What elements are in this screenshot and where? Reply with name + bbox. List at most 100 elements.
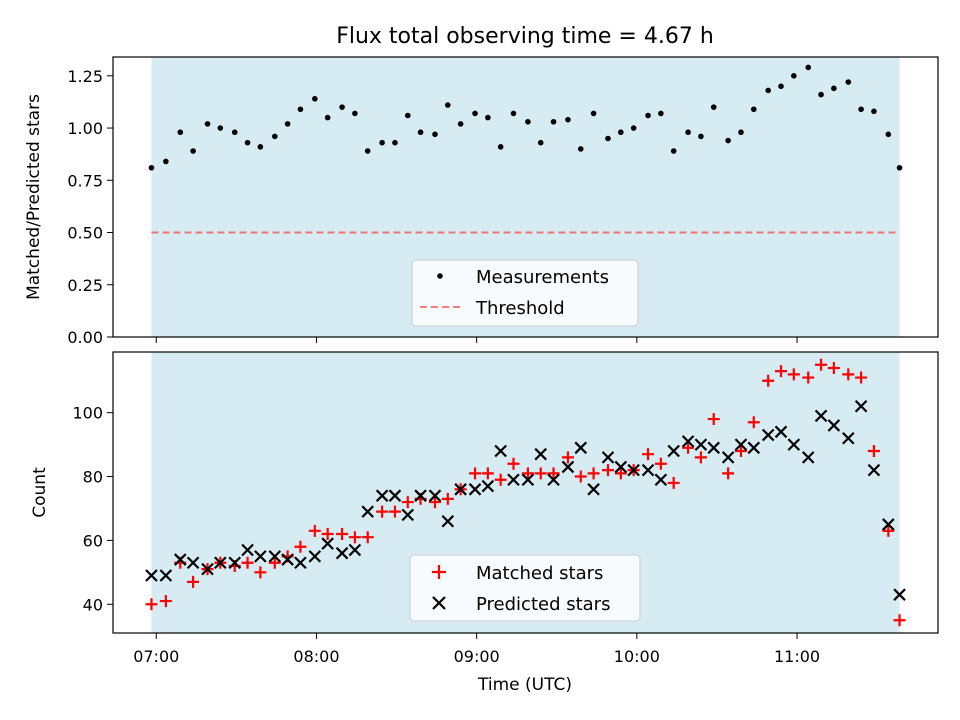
matched-star-point bbox=[694, 451, 707, 464]
predicted-star-point bbox=[308, 550, 322, 563]
count-legend: Matched stars Predicted stars bbox=[409, 554, 641, 622]
measurement-point bbox=[379, 139, 385, 146]
matched-star-point bbox=[481, 467, 494, 480]
matched-star-point bbox=[388, 505, 401, 518]
predicted-star-point bbox=[747, 441, 761, 455]
measurement-point bbox=[831, 85, 837, 92]
matched-star-point bbox=[787, 368, 800, 381]
measurement-point bbox=[445, 102, 451, 108]
y-tick-label: 0.75 bbox=[67, 171, 103, 190]
ratio-legend-box bbox=[411, 259, 639, 327]
matched-star-point bbox=[827, 361, 840, 374]
matched-star-point bbox=[241, 556, 254, 569]
measurement-point bbox=[244, 139, 251, 146]
legend-measurements-label: Measurements bbox=[476, 267, 609, 288]
matched-star-point bbox=[376, 505, 389, 518]
matched-star-point bbox=[294, 540, 307, 553]
matched-star-point bbox=[747, 416, 760, 429]
measurement-point bbox=[658, 110, 664, 117]
predicted-star-point bbox=[842, 431, 855, 445]
measurement-point bbox=[163, 158, 169, 165]
predicted-star-point bbox=[654, 473, 668, 487]
matched-star-point bbox=[667, 476, 680, 489]
matched-star-point bbox=[254, 566, 267, 579]
matched-star-point bbox=[574, 470, 587, 483]
predicted-star-point bbox=[814, 409, 828, 423]
y-tick-label: 1.00 bbox=[67, 119, 103, 138]
ratio-legend: Measurements Threshold bbox=[411, 259, 639, 327]
matched-star-point bbox=[361, 531, 374, 544]
predicted-star-point bbox=[507, 473, 520, 487]
matched-star-point bbox=[547, 467, 560, 480]
measurement-point bbox=[845, 79, 852, 85]
matched-star-point bbox=[762, 374, 775, 387]
matched-star-point bbox=[842, 368, 855, 381]
measurement-point bbox=[778, 83, 784, 90]
matched-star-point bbox=[308, 524, 321, 537]
predicted-star-point bbox=[201, 562, 214, 576]
predicted-star-point bbox=[145, 569, 158, 582]
matched-star-point bbox=[187, 575, 200, 588]
predicted-star-point bbox=[454, 483, 467, 496]
y-tick-label: 100 bbox=[72, 404, 103, 423]
legend-predicted-marker bbox=[432, 596, 446, 610]
matched-star-point bbox=[802, 371, 815, 384]
ratio-y-axis-label: Matched/Predicted stars bbox=[24, 94, 44, 300]
predicted-star-point bbox=[561, 460, 575, 474]
predicted-star-point bbox=[388, 489, 402, 502]
legend-matched-marker bbox=[432, 565, 446, 579]
y-tick-label: 0.25 bbox=[67, 276, 103, 295]
measurement-point bbox=[324, 114, 331, 121]
matched-star-point bbox=[734, 444, 747, 457]
measurement-point bbox=[630, 125, 637, 131]
matched-star-point bbox=[534, 467, 547, 480]
matched-star-point bbox=[159, 595, 172, 608]
predicted-star-point bbox=[335, 546, 349, 560]
predicted-star-point bbox=[348, 543, 362, 557]
predicted-star-point bbox=[428, 489, 442, 502]
predicted-star-point bbox=[574, 441, 588, 455]
predicted-star-point bbox=[174, 553, 187, 566]
measurement-point bbox=[896, 164, 903, 171]
measurement-point bbox=[725, 137, 731, 144]
y-tick-label: 1.25 bbox=[67, 67, 103, 86]
predicted-star-point bbox=[494, 444, 507, 458]
predicted-star-point bbox=[441, 514, 455, 528]
measurement-point bbox=[765, 87, 771, 94]
count-axes-frame bbox=[112, 351, 939, 634]
predicted-star-point bbox=[361, 505, 374, 518]
predicted-star-point bbox=[707, 441, 721, 455]
measurement-point bbox=[312, 95, 318, 102]
measurement-point bbox=[805, 64, 812, 71]
predicted-star-point bbox=[893, 588, 906, 601]
measurement-point bbox=[472, 110, 478, 117]
x-tick-label: 07:00 bbox=[133, 647, 179, 666]
predicted-star-point bbox=[534, 447, 547, 461]
count-y-axis: 40 60 80 100 bbox=[72, 404, 113, 614]
matched-star-point bbox=[494, 473, 507, 486]
measurement-point bbox=[885, 131, 892, 138]
measurement-point bbox=[432, 131, 438, 138]
matched-star-point bbox=[268, 556, 281, 569]
count-x-axis: 07:00 08:00 09:00 10:00 11:00 bbox=[133, 633, 820, 666]
matched-star-point bbox=[336, 528, 349, 541]
measurement-point bbox=[231, 129, 238, 136]
measurement-points bbox=[148, 64, 903, 171]
predicted-star-point bbox=[801, 451, 815, 464]
x-tick-label: 11:00 bbox=[774, 647, 820, 666]
measurement-point bbox=[148, 164, 155, 171]
predicted-star-point bbox=[667, 444, 680, 458]
measurement-point bbox=[190, 148, 196, 154]
measurement-point bbox=[750, 106, 757, 113]
matched-star-point bbox=[893, 614, 906, 627]
measurement-point bbox=[738, 129, 744, 136]
matched-star-point bbox=[682, 441, 695, 454]
measurement-point bbox=[565, 116, 571, 123]
predicted-star-point bbox=[854, 400, 868, 413]
predicted-star-point bbox=[401, 508, 415, 522]
measurement-point bbox=[510, 110, 517, 117]
measurement-point bbox=[177, 129, 184, 136]
measurement-point bbox=[685, 129, 691, 136]
predicted-star-point bbox=[481, 479, 495, 493]
predicted-star-point bbox=[681, 435, 695, 448]
